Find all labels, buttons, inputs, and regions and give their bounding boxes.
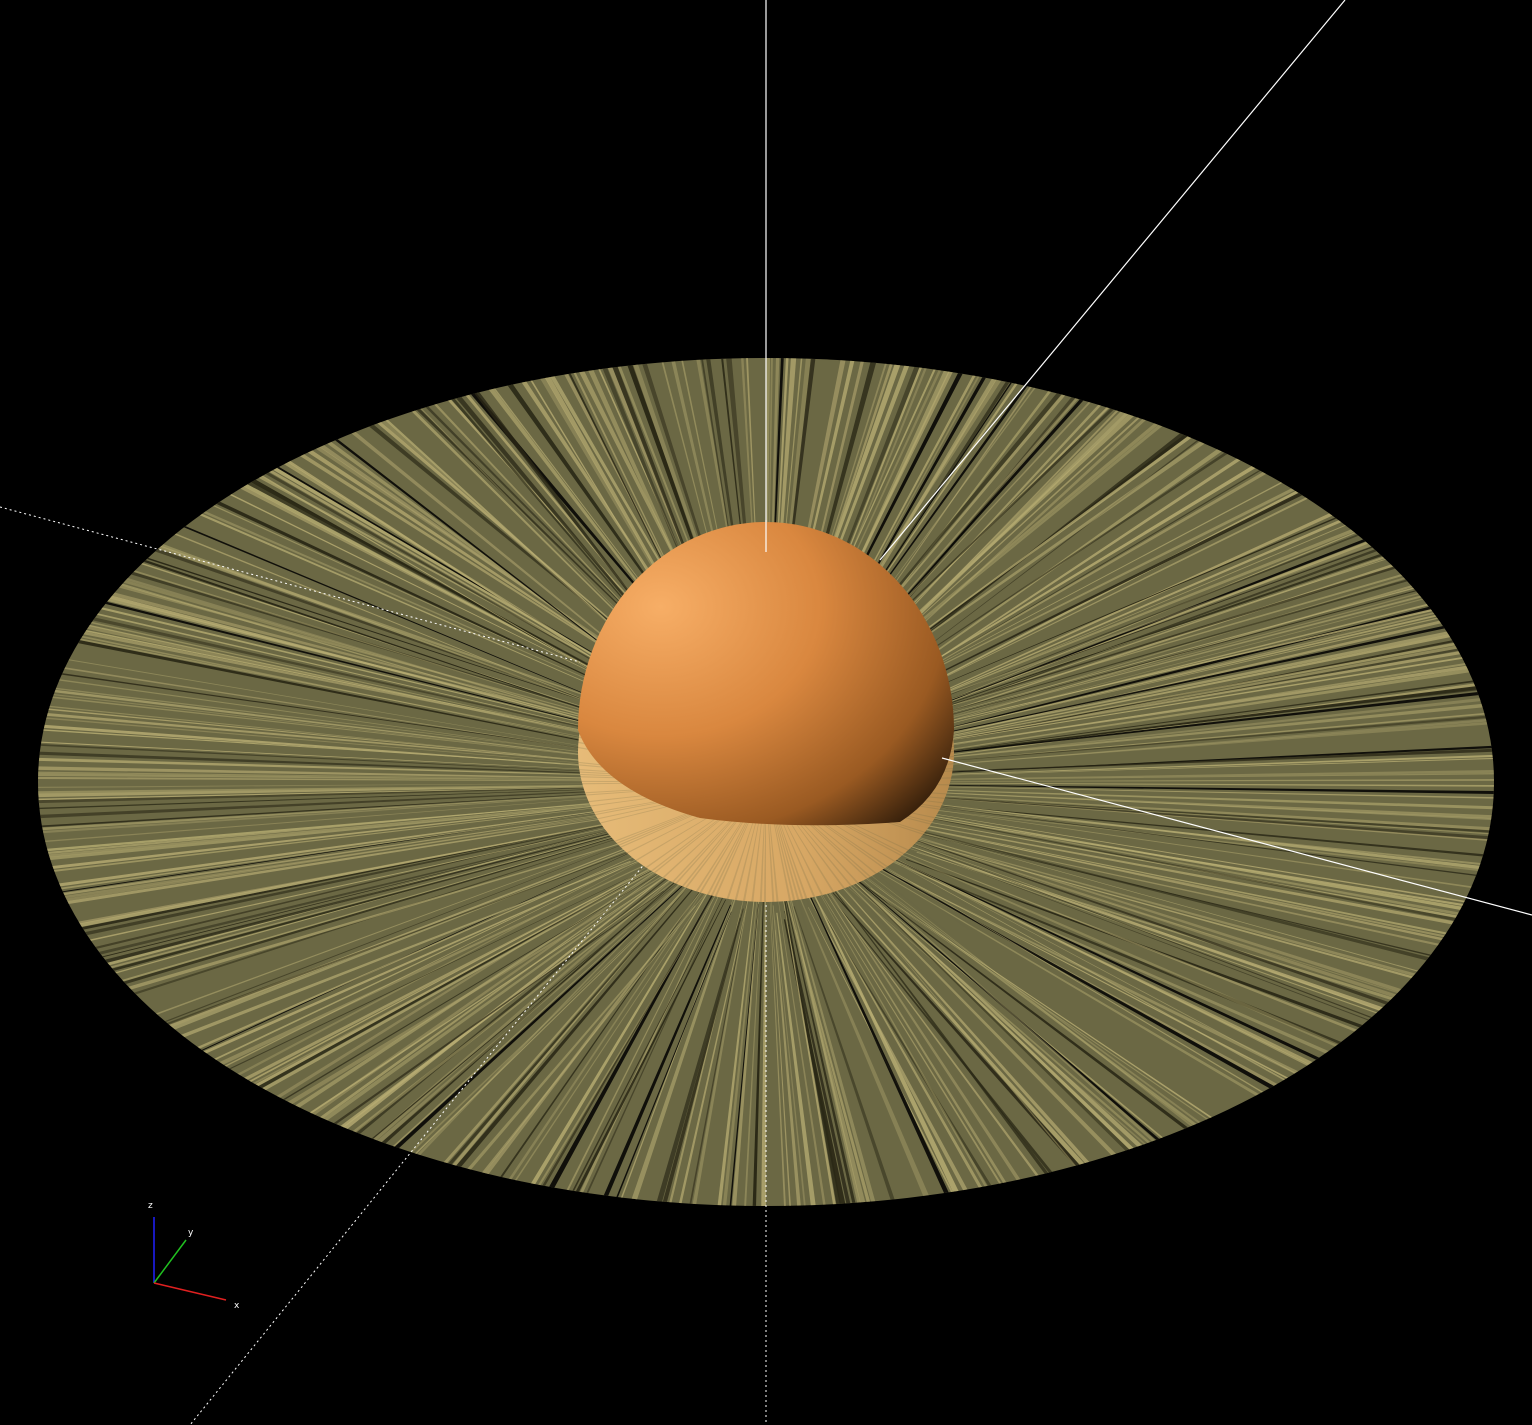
gizmo-y-axis	[153, 1239, 187, 1284]
gizmo-x-axis	[153, 1282, 227, 1301]
gizmo-y-label: y	[188, 1228, 194, 1238]
y-axis-line	[879, 0, 1346, 561]
gizmo-x-label: x	[234, 1301, 240, 1311]
ring-disc	[38, 358, 1494, 1206]
sphere-upper-body	[578, 522, 954, 826]
scene-axes	[0, 0, 1346, 1425]
x-axis-line	[941, 757, 1532, 916]
x-axis-negative-line	[0, 506, 581, 663]
gizmo-z-label: z	[148, 1201, 153, 1211]
axis-gizmo[interactable]: z y x	[148, 1201, 240, 1311]
sphere	[560, 522, 980, 930]
